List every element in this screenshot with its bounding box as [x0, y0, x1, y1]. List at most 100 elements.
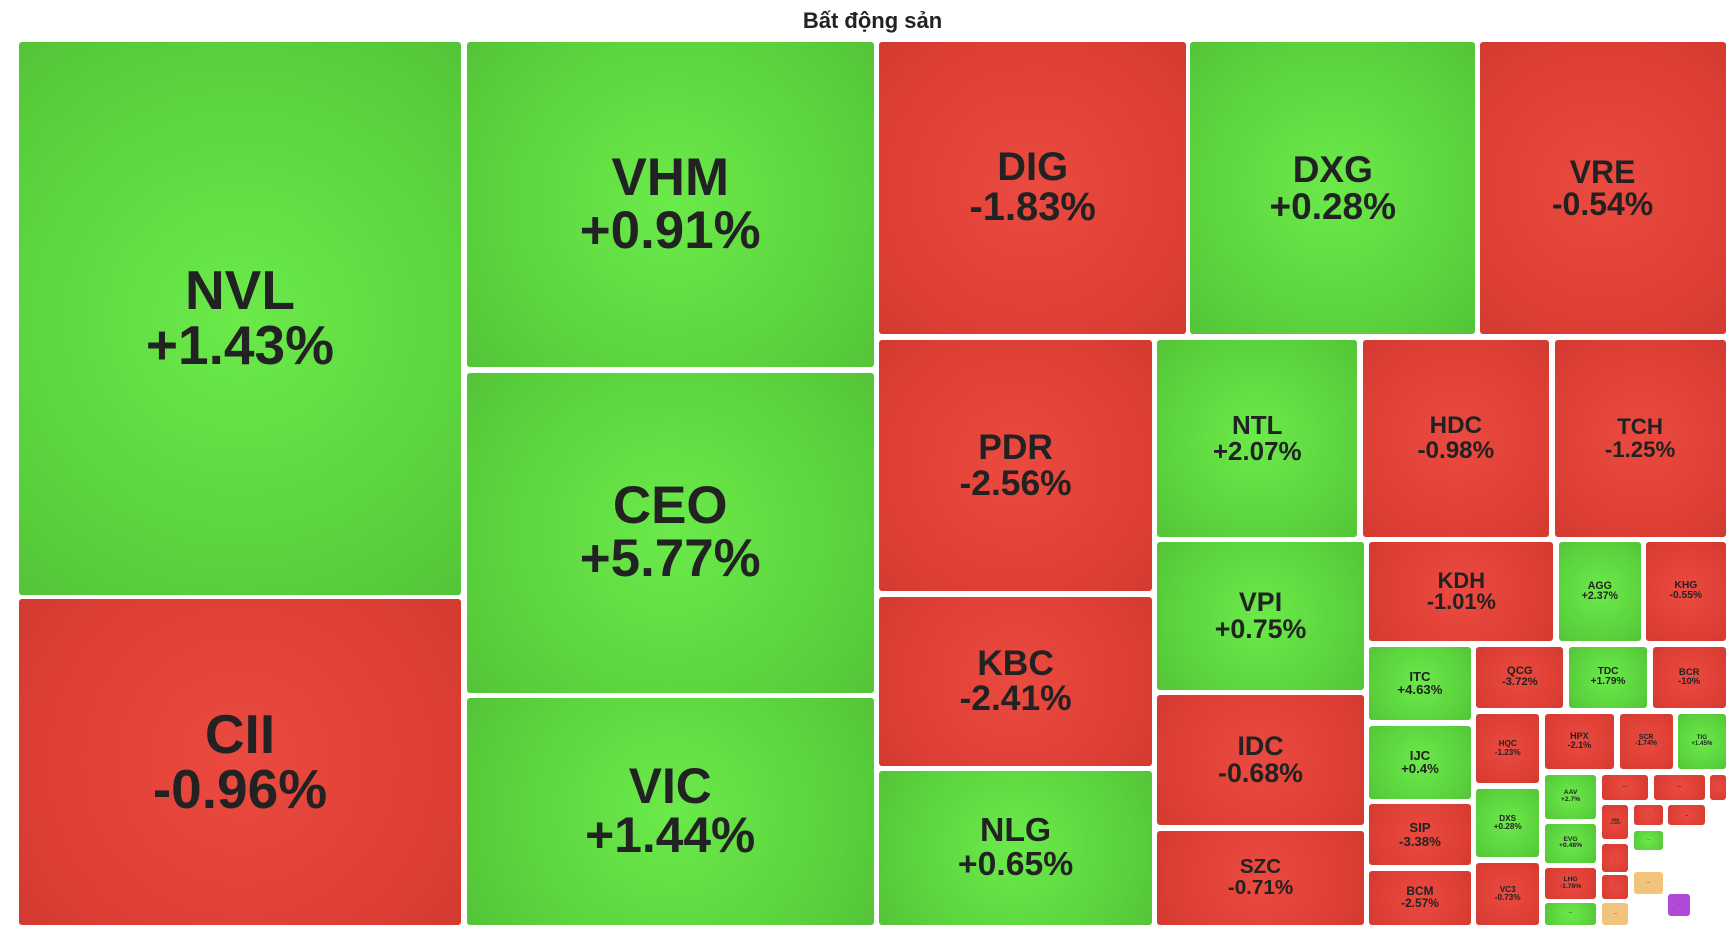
tile[interactable]: ... [1602, 844, 1629, 872]
ticker: DXG [1292, 149, 1373, 191]
change: +0.65% [957, 844, 1074, 883]
change: -0.96% [152, 757, 328, 820]
ticker: CII [204, 702, 276, 765]
tile[interactable]: TDC +1.79% [1568, 646, 1648, 709]
ticker: NVL [184, 259, 295, 322]
change: +0.4% [1401, 761, 1439, 777]
tile[interactable]: ... [1710, 774, 1726, 800]
ticker: ... [1622, 783, 1628, 790]
tile[interactable]: VIC +1.44% [466, 698, 874, 925]
ticker: VHM [611, 147, 730, 207]
tile[interactable]: VRE -0.54% [1479, 41, 1726, 335]
tile[interactable]: TCH -1.25% [1554, 339, 1726, 538]
tile[interactable]: KDH -1.01% [1369, 541, 1554, 642]
tile[interactable]: NVL +1.43% [18, 41, 462, 595]
change: -2.1% [1567, 740, 1592, 751]
tile[interactable]: SZC -0.71% [1157, 830, 1364, 925]
ticker: TDC [1597, 666, 1619, 678]
title: Bất động sản [802, 8, 943, 33]
tile[interactable]: ITC +4.63% [1369, 646, 1471, 721]
tile[interactable]: ... [1602, 774, 1649, 800]
tile[interactable]: VC3 -0.73% [1476, 862, 1540, 925]
tile[interactable]: ... [1668, 805, 1705, 826]
ticker: NLG [979, 811, 1052, 850]
change: +2.7% [1560, 795, 1581, 803]
ticker: BCM [1406, 883, 1434, 898]
change: -10% [1678, 676, 1701, 688]
change: -0.55% [1669, 590, 1703, 602]
ticker: NTL [1231, 409, 1283, 440]
tile[interactable]: NBB -0.44% [1602, 805, 1629, 839]
change: -3.72% [1501, 676, 1538, 689]
ticker: ... [1646, 837, 1650, 842]
ticker: HPX [1570, 731, 1589, 742]
tile[interactable]: ... [1653, 774, 1705, 800]
change: -1.76% [1559, 882, 1582, 890]
change: -0.54% [1551, 186, 1654, 223]
tile[interactable]: AGG +2.37% [1558, 541, 1641, 642]
ticker: VC3 [1499, 884, 1516, 894]
tile[interactable]: SCR -1.74% [1619, 713, 1673, 769]
change: -2.56% [959, 462, 1072, 503]
ticker: NBB [1611, 817, 1619, 822]
change: -1.74% [1635, 740, 1658, 748]
change: -1.83% [969, 185, 1096, 230]
ticker: IDC [1237, 731, 1284, 762]
tile[interactable]: NLG +0.65% [879, 771, 1152, 925]
tile[interactable]: KHG -0.55% [1646, 541, 1726, 642]
tile[interactable]: DXS +0.28% [1476, 788, 1540, 858]
tile[interactable]: CII -0.96% [18, 599, 462, 925]
tile[interactable]: ... [1634, 871, 1663, 894]
tile[interactable]: ... [1634, 830, 1663, 850]
tile[interactable]: CEO +5.77% [466, 372, 874, 693]
tile[interactable]: BCM -2.57% [1369, 870, 1471, 925]
ticker: KDH [1437, 567, 1485, 593]
ticker: KBC [977, 642, 1054, 683]
tile[interactable]: IJC +0.4% [1369, 725, 1471, 799]
tile[interactable]: ... [1544, 902, 1597, 925]
ticker: ... [1613, 910, 1617, 915]
tile[interactable]: PDR -2.56% [879, 339, 1152, 592]
ticker: AGG [1587, 579, 1612, 592]
tile[interactable]: ... [1602, 874, 1629, 900]
ticker: ... [1646, 812, 1650, 817]
tile[interactable]: DXG +0.28% [1190, 41, 1476, 335]
tile[interactable]: TIG +1.45% [1678, 713, 1726, 769]
ticker: BCR [1678, 666, 1700, 678]
change: +5.77% [579, 528, 761, 588]
ticker: TCH [1617, 414, 1663, 440]
change: +2.37% [1581, 590, 1618, 603]
tile[interactable]: LHG -1.76% [1544, 868, 1597, 900]
tile[interactable]: ... [1634, 805, 1663, 826]
change: -0.71% [1227, 875, 1294, 899]
tile[interactable]: ... [1668, 893, 1691, 916]
ticker: DIG [997, 145, 1069, 190]
tile[interactable]: SIP -3.38% [1369, 804, 1471, 865]
tile[interactable]: DIG -1.83% [879, 41, 1187, 335]
ticker: ... [1678, 902, 1681, 907]
tile[interactable]: EVG +0.48% [1544, 824, 1597, 863]
tile[interactable]: QCG -3.72% [1476, 646, 1564, 709]
ticker: PDR [978, 427, 1053, 468]
change: -3.38% [1399, 833, 1441, 849]
change: +0.91% [579, 200, 761, 260]
tile[interactable]: AAV +2.7% [1544, 774, 1597, 819]
tile[interactable]: HQC -1.23% [1476, 713, 1540, 784]
ticker: CEO [612, 475, 728, 535]
ticker: IJC [1409, 748, 1431, 764]
tile[interactable]: BCR -10% [1652, 646, 1726, 709]
tile[interactable]: ... [1602, 902, 1629, 925]
tile[interactable]: HDC -0.98% [1362, 339, 1550, 538]
change: -0.68% [1218, 758, 1304, 789]
change: -0.44% [1609, 820, 1621, 825]
tile[interactable]: HPX -2.1% [1544, 713, 1615, 769]
tile[interactable]: NTL +2.07% [1157, 339, 1358, 538]
ticker: VPI [1238, 586, 1283, 617]
tile[interactable]: VPI +0.75% [1157, 541, 1364, 690]
tile[interactable]: KBC -2.41% [879, 596, 1152, 766]
change: +1.44% [585, 807, 756, 864]
tile[interactable]: VHM +0.91% [466, 41, 874, 368]
tile[interactable]: IDC -0.68% [1157, 695, 1364, 826]
ticker: VIC [628, 757, 712, 814]
